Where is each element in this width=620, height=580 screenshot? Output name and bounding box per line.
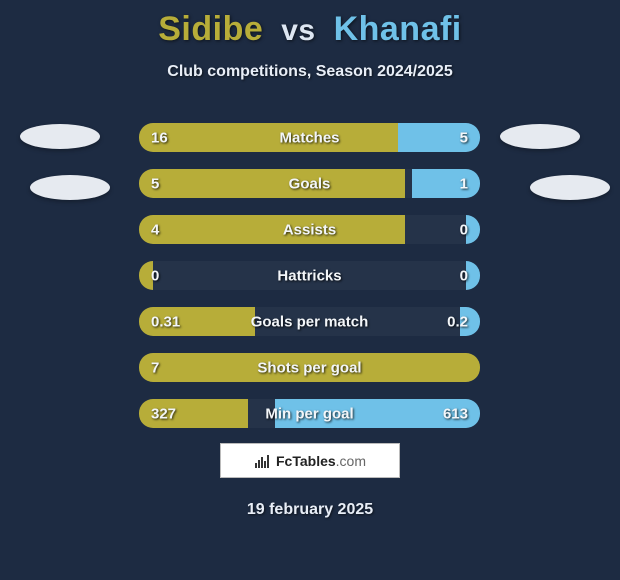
stat-label: Shots per goal	[257, 359, 361, 376]
footer-date: 19 february 2025	[247, 501, 373, 519]
stat-label: Matches	[279, 129, 339, 146]
stat-left-bar	[139, 169, 405, 198]
stat-right-value: 0	[460, 267, 468, 284]
stat-left-value: 4	[151, 221, 159, 238]
stat-right-value: 5	[460, 129, 468, 146]
stat-left-value: 327	[151, 405, 176, 422]
stat-right-value: 613	[443, 405, 468, 422]
comparison-card: Sidibe vs Khanafi Club competitions, Sea…	[0, 0, 620, 580]
stat-left-value: 0	[151, 267, 159, 284]
vs-label: vs	[273, 14, 323, 47]
page-title: Sidibe vs Khanafi	[0, 0, 620, 49]
team-badge-left	[30, 175, 110, 200]
stat-left-value: 7	[151, 359, 159, 376]
stat-right-value: 0.2	[447, 313, 468, 330]
stat-label: Min per goal	[265, 405, 353, 422]
stat-label: Goals per match	[251, 313, 369, 330]
stat-row: 0.31 0.2 Goals per match	[139, 307, 480, 336]
stat-right-bar	[466, 215, 480, 244]
player-right-name: Khanafi	[334, 10, 462, 48]
stat-right-bar	[466, 261, 480, 290]
stats-bars: 16 5 Matches 5 1 Goals 4 0 Assists 0 0 Hattricks 0.3…	[139, 123, 480, 445]
stat-row: 0 0 Hattricks	[139, 261, 480, 290]
player-left-name: Sidibe	[158, 10, 263, 48]
stat-left-bar	[139, 215, 405, 244]
stat-left-value: 16	[151, 129, 168, 146]
team-badge-left	[20, 124, 100, 149]
stat-label: Assists	[283, 221, 336, 238]
stat-left-bar	[139, 123, 398, 152]
stat-row: 16 5 Matches	[139, 123, 480, 152]
stat-right-bar	[412, 169, 480, 198]
stat-row: 327 613 Min per goal	[139, 399, 480, 428]
chart-icon	[254, 453, 270, 469]
stat-row: 7 Shots per goal	[139, 353, 480, 382]
stat-row: 4 0 Assists	[139, 215, 480, 244]
stat-row: 5 1 Goals	[139, 169, 480, 198]
subtitle: Club competitions, Season 2024/2025	[0, 63, 620, 81]
source-logo: FcTables.com	[220, 443, 400, 478]
source-domain: .com	[336, 453, 366, 469]
source-brand: FcTables	[276, 453, 336, 469]
team-badge-right	[530, 175, 610, 200]
stat-left-value: 5	[151, 175, 159, 192]
stat-right-value: 1	[460, 175, 468, 192]
team-badge-right	[500, 124, 580, 149]
stat-label: Goals	[289, 175, 331, 192]
stat-label: Hattricks	[277, 267, 341, 284]
stat-right-value: 0	[460, 221, 468, 238]
source-text: FcTables.com	[276, 453, 366, 469]
stat-left-value: 0.31	[151, 313, 180, 330]
